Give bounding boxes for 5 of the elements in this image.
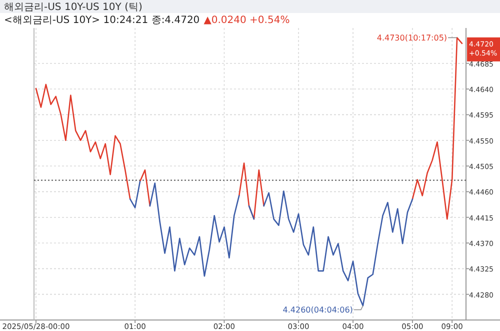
chart-title: 해외금리-US 10Y-US 10Y (틱) <box>4 2 142 13</box>
annotation: 4.4730(10:17:05) <box>376 34 448 43</box>
chart-subtitle: <해외금리-US 10Y> 10:24:21 종:4.4720 <box>4 15 200 26</box>
text: ▲0.0240 +0.54% <box>204 15 290 26</box>
annotation: 4.4260(04:04:06) <box>282 306 353 315</box>
